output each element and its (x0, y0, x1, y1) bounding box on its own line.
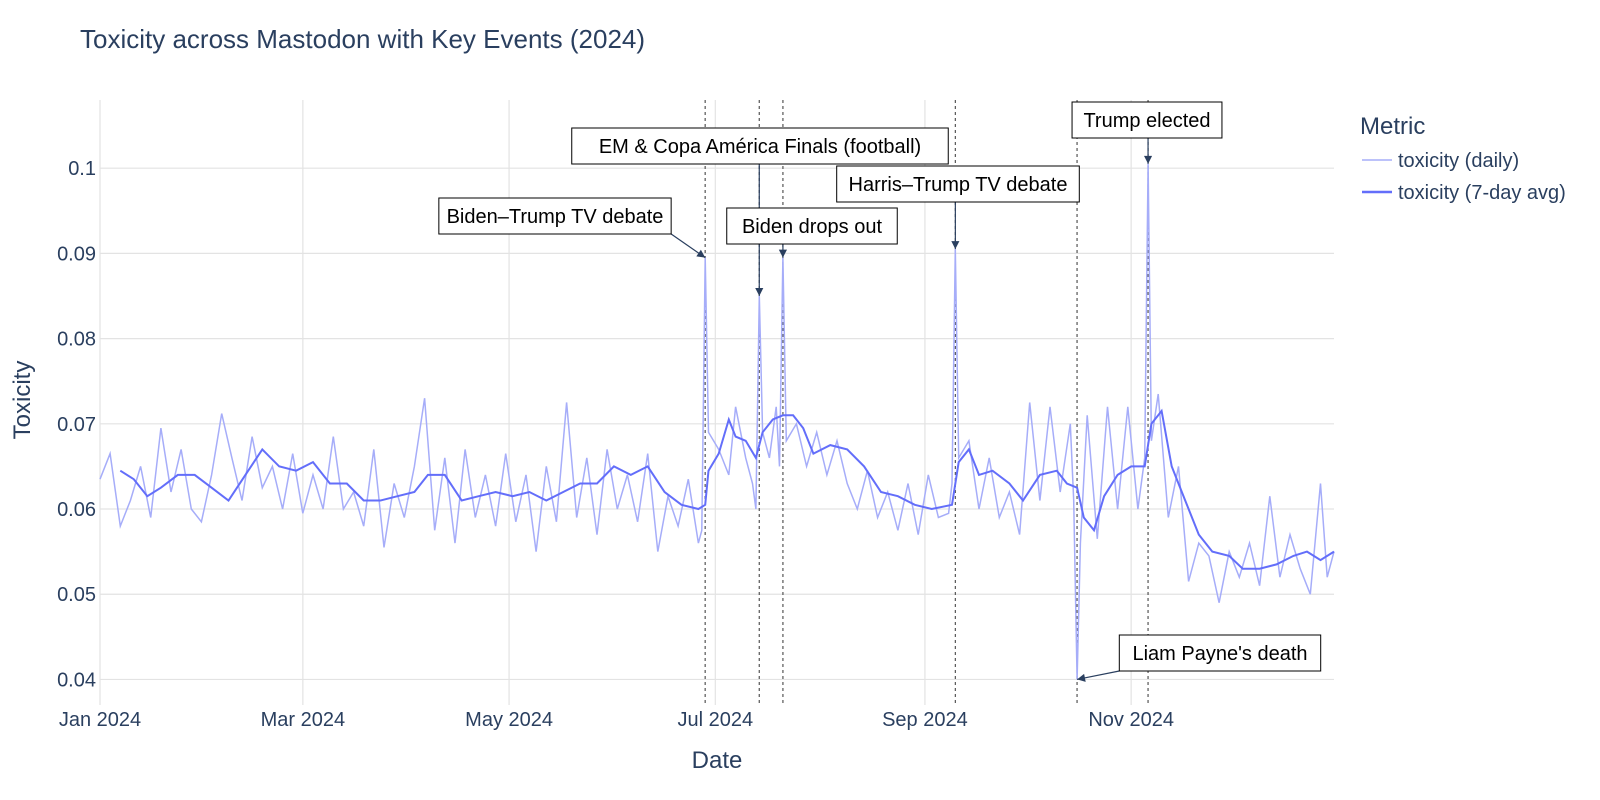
y-tick-label: 0.1 (68, 158, 96, 180)
event-annotation: Trump elected (1071, 101, 1223, 164)
y-tick-label: 0.08 (57, 329, 96, 351)
x-tick-label: May 2024 (465, 709, 553, 731)
annotation-label: Trump elected (1083, 110, 1210, 132)
annotation-arrowhead (1077, 673, 1086, 682)
y-tick-label: 0.05 (57, 584, 96, 606)
x-tick-label: Mar 2024 (261, 709, 346, 731)
annotation-label: Liam Payne's death (1132, 643, 1307, 665)
y-tick-label: 0.04 (57, 669, 96, 691)
legend-label: toxicity (7-day avg) (1398, 182, 1566, 204)
legend-title: Metric (1360, 113, 1425, 140)
axis-ticks: 0.04 0.05 0.06 0.07 0.08 0.09 0.1 Jan 2024 Mar 2… (57, 158, 1174, 731)
annotation-box (571, 127, 949, 165)
x-tick-label: Jul 2024 (677, 709, 753, 731)
annotation-label: EM & Copa América Finals (football) (599, 136, 921, 158)
y-tick-label: 0.09 (57, 243, 96, 265)
event-annotation: EM & Copa América Finals (football) (571, 127, 949, 296)
annotation-arrowhead (1144, 155, 1153, 164)
y-tick-label: 0.07 (57, 414, 96, 436)
event-lines (704, 100, 1149, 705)
y-tick-label: 0.06 (57, 499, 96, 521)
annotation-label: Harris–Trump TV debate (849, 174, 1068, 196)
chart-title: Toxicity across Mastodon with Key Events… (80, 24, 645, 54)
annotation-arrowhead (755, 288, 764, 296)
event-annotation: Biden drops out (726, 207, 898, 258)
legend: Metric toxicity (daily) toxicity (7-day a… (1360, 113, 1566, 204)
annotation-box (836, 165, 1080, 203)
annotation-arrowhead (696, 249, 706, 258)
annotation-box (726, 207, 898, 245)
series (99, 163, 1335, 680)
x-axis-label: Date (692, 747, 743, 774)
annotation-box (438, 197, 672, 235)
event-annotation: Biden–Trump TV debate (438, 197, 706, 259)
y-axis-label: Toxicity (9, 361, 36, 440)
annotation-label: Biden drops out (742, 216, 883, 238)
event-annotation: Harris–Trump TV debate (836, 165, 1080, 250)
annotation-label: Biden–Trump TV debate (447, 206, 664, 228)
annotation-arrowhead (778, 249, 787, 258)
x-tick-label: Sep 2024 (882, 709, 968, 731)
annotation-box (1071, 101, 1223, 139)
series-line-avg (119, 408, 1335, 570)
annotation-arrowhead (951, 241, 960, 250)
x-tick-label: Jan 2024 (59, 709, 141, 731)
annotation-box (1118, 634, 1322, 672)
event-annotations: Biden–Trump TV debate EM & Copa América F… (438, 101, 1322, 682)
x-tick-label: Nov 2024 (1088, 709, 1174, 731)
legend-label: toxicity (daily) (1398, 150, 1519, 172)
event-annotation: Liam Payne's death (1076, 634, 1322, 682)
series-line-daily (99, 163, 1335, 680)
